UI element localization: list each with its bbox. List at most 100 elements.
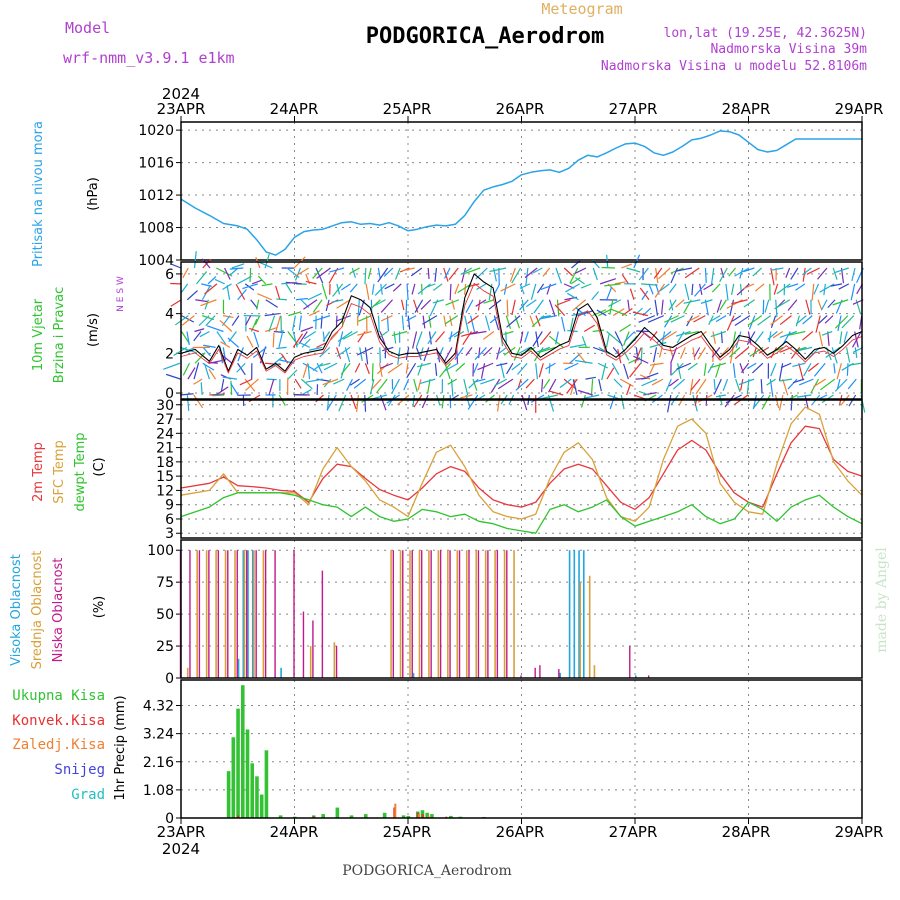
wind-arrow (230, 382, 239, 396)
model-elevation-label: Nadmorska Visina u modelu 52.8106m (601, 59, 867, 74)
wind-arrow (757, 315, 772, 326)
wind-arrow (805, 299, 811, 315)
wind-arrow (312, 315, 331, 322)
wind-arrow (832, 267, 838, 280)
wind-gust-line (180, 282, 863, 374)
temp-ylabel-dewpt: dewpt Temp (73, 432, 88, 511)
wind-arrow (256, 299, 260, 310)
wind-arrow (626, 335, 638, 348)
wind-arrow (533, 347, 544, 362)
wind-arrow (379, 331, 386, 345)
wind-arrow (454, 347, 464, 361)
wind-arrow (524, 331, 529, 343)
wind-arrow (572, 379, 578, 396)
wind-arrow (474, 346, 487, 360)
wind-arrow (666, 394, 672, 413)
wind-arrow (276, 346, 287, 350)
niska-oblacnost-bar (392, 550, 395, 678)
wind-arrow (752, 394, 757, 410)
wind-arrow (847, 378, 857, 390)
clouds-ytick-label: 75 (156, 575, 174, 591)
day-label-bottom-5: 28APR (722, 823, 771, 841)
wind-arrow (772, 330, 784, 339)
wind-arrow (614, 281, 626, 285)
wind-arrow (261, 283, 273, 287)
wind-arrow (427, 331, 437, 345)
wind-arrow (200, 299, 217, 307)
wind-arrow (684, 330, 700, 335)
wind-arrow (672, 378, 685, 390)
wind-arrow (521, 394, 528, 411)
legend-conv-rain: Konvek.Kisa (12, 713, 105, 729)
wind-arrow (675, 330, 691, 337)
wind-arrow (738, 378, 755, 386)
wind-arrow (477, 299, 481, 311)
wind-arrow (460, 267, 473, 276)
wind-arrow (472, 363, 479, 375)
wind-arrow (584, 394, 600, 399)
wind-arrow (569, 353, 581, 364)
wind-arrow (182, 362, 190, 376)
wind-arrow (298, 331, 308, 344)
wind-arrow (619, 323, 632, 333)
wind-arrow (569, 343, 586, 348)
wind-arrow (435, 331, 445, 343)
wind-arrow (319, 362, 331, 367)
wind-arrow (827, 299, 836, 309)
wind-arrow (377, 315, 380, 332)
wind-arrow (820, 299, 828, 311)
wind-arrow (609, 394, 616, 410)
wind-arrow (428, 315, 432, 328)
wind-arrow (731, 299, 748, 305)
wind-arrow (199, 330, 210, 338)
wind-arrow (496, 362, 508, 367)
visoka-oblacnost-bar (568, 550, 571, 678)
wind-arrow (257, 275, 267, 285)
wind-arrow (463, 378, 469, 396)
wind-arrow (711, 283, 721, 293)
wind-arrow (813, 283, 820, 295)
wind-arrow (726, 315, 735, 331)
wind-arrow (342, 330, 358, 340)
wind-arrow (279, 359, 295, 364)
pressure-unit: (hPa) (86, 177, 101, 211)
wind-arrow (697, 347, 706, 360)
temperature-ytick-label: 6 (165, 512, 174, 528)
wind-arrow (427, 267, 430, 279)
wind-arrow (731, 331, 737, 350)
wind-arrow (173, 346, 188, 356)
wind-arrow (675, 267, 693, 272)
wind-arrow (483, 299, 495, 304)
wind-arrow (834, 378, 848, 392)
wind-arrow (265, 327, 277, 333)
wind-arrow (397, 347, 401, 365)
wind-arrow (246, 335, 254, 348)
wind-arrow (535, 363, 539, 380)
visoka-oblacnost-bar (578, 550, 580, 678)
precip-ytick-label: 0 (165, 811, 174, 827)
wind-arrow (476, 283, 487, 290)
wind-arrow (203, 344, 216, 348)
wind-arrow (641, 378, 658, 387)
wind-arrow (292, 315, 296, 331)
wind-arrow (353, 378, 367, 389)
wind-arrow (216, 331, 227, 345)
wind-arrow (540, 315, 551, 318)
wind-arrow (566, 378, 578, 394)
wind-arrow (514, 315, 520, 329)
wind-arrow (774, 299, 791, 310)
wind-arrow (340, 363, 347, 379)
wind-arrow (469, 330, 487, 335)
srednja-oblacnost-bar (418, 550, 421, 678)
wind-arrow (356, 346, 374, 356)
wind-arrow (519, 283, 525, 295)
wind-arrow (731, 315, 742, 322)
wind-arrow (640, 347, 643, 364)
visoka-oblacnost-bar (635, 675, 637, 678)
wind-arrow (511, 267, 522, 284)
wind-arrow (312, 299, 323, 313)
wind-arrow (565, 283, 580, 293)
wind-arrow (394, 267, 401, 280)
wind-arrow (598, 346, 611, 355)
wind-speed-line (180, 273, 863, 372)
